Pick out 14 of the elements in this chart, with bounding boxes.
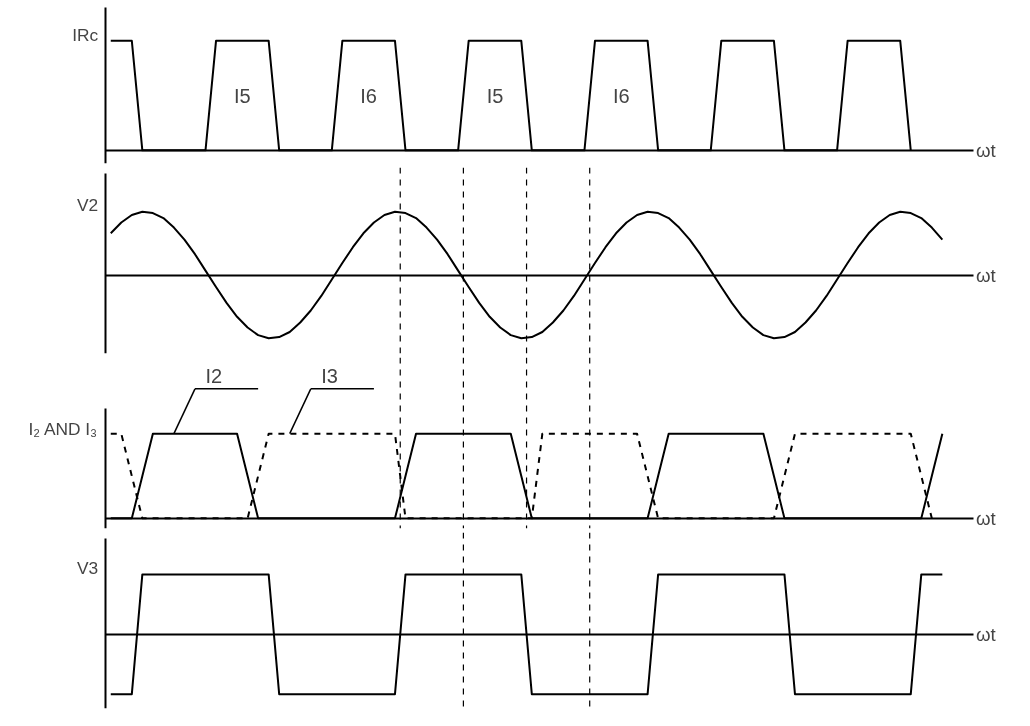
- y-axis-title: I₂ AND I₃: [28, 419, 98, 440]
- text: I3: [321, 365, 338, 388]
- y-axis-title: V3: [76, 558, 99, 579]
- annotation: I6: [612, 84, 630, 107]
- annotation: I5: [486, 84, 504, 107]
- y-axis-title: IRc: [72, 25, 99, 46]
- x-axis-title: ωt: [976, 264, 997, 286]
- x-axis-title: ωt: [976, 623, 997, 645]
- x-axis-title: ωt: [976, 139, 997, 161]
- annotation: I6: [360, 84, 378, 107]
- x-axis-title: ωt: [976, 507, 997, 529]
- y-axis-title: V2: [76, 195, 99, 216]
- annotation: I5: [234, 84, 251, 107]
- text: I2: [205, 365, 223, 388]
